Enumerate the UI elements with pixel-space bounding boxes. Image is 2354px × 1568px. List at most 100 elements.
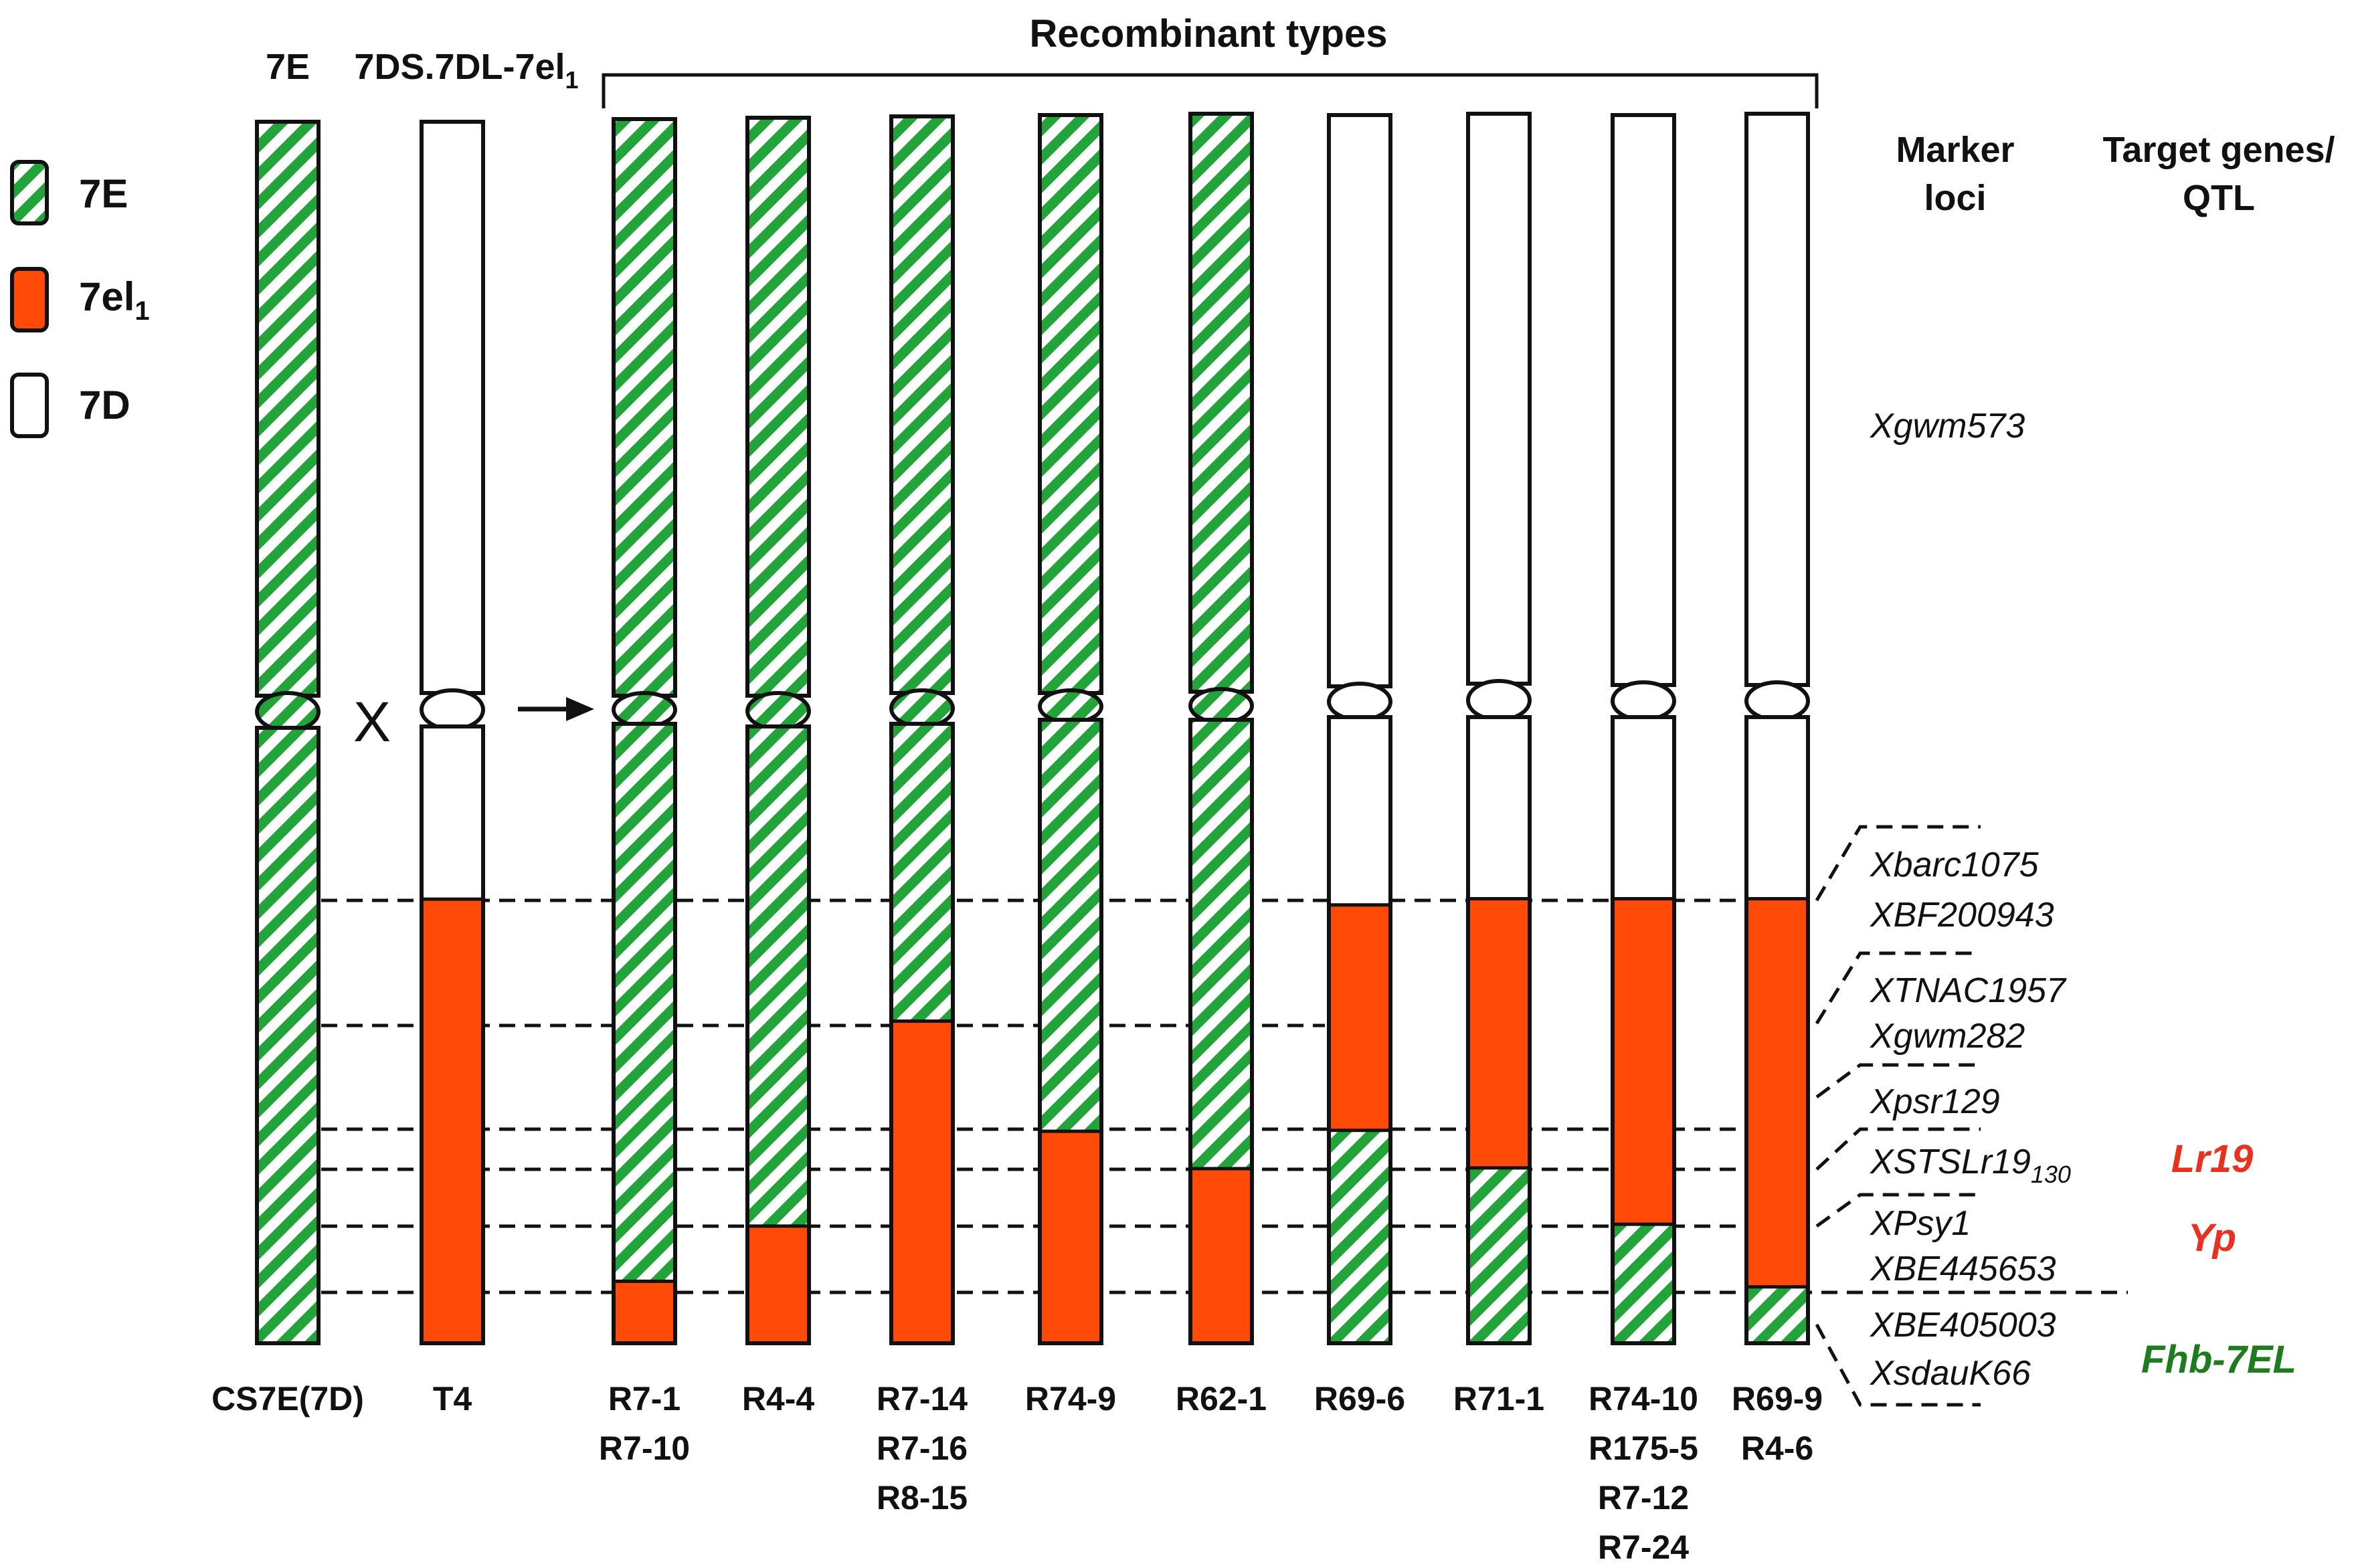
legend-label-7el1: 7el1: [79, 274, 150, 326]
cross-symbol: X: [353, 690, 391, 753]
marker-xtnac1957: XTNAC1957: [1870, 971, 2067, 1010]
long-arm-segment-hatch: [1613, 1224, 1674, 1343]
centromere: [1188, 687, 1254, 724]
recombinant-bracket: [602, 73, 1819, 108]
legend-swatch-7el1: [10, 267, 49, 332]
long-arm-segment-hatch: [614, 724, 675, 1282]
chromosome-label: R8-15: [877, 1479, 968, 1516]
long-arm-outline: [255, 726, 321, 1345]
chromosome-cs7e-7d-: CS7E(7D): [211, 120, 364, 1417]
long-arm-outline: [1611, 715, 1676, 1345]
long-arm-segment-red: [1468, 898, 1530, 1168]
target-header-line1: Target genes/: [2102, 130, 2335, 170]
centromere: [1611, 680, 1676, 722]
long-arm-segment-white: [1329, 717, 1390, 905]
long-arm-segment-red: [422, 899, 483, 1343]
marker-header-line2: loci: [1924, 178, 1986, 218]
chromosome-label: R7-16: [877, 1430, 968, 1467]
target-header-line2: QTL: [2183, 178, 2255, 218]
short-arm: [1466, 112, 1532, 686]
long-arm-segment-hatch: [1468, 1167, 1530, 1343]
chromosome-label: R69-6: [1314, 1380, 1405, 1417]
chromosome-r74-10: R74-10 R175-5 R7-12 R7-24: [1589, 113, 1698, 1566]
long-arm-segment-hatch: [891, 724, 953, 1021]
chromosome-r7-1: R7-1 R7-10: [599, 117, 690, 1467]
long-arm-segment-red: [1329, 904, 1390, 1131]
long-arm-outline: [1327, 715, 1392, 1345]
long-arm-segment-red: [1746, 898, 1808, 1287]
long-arm-segment-hatch: [1190, 720, 1252, 1169]
long-arm-outline: [1188, 718, 1254, 1345]
short-arm: [1038, 113, 1103, 695]
short-arm: [745, 116, 811, 698]
marker-xstslr19: XSTSLr19130: [1870, 1143, 2071, 1188]
long-arm-segment-white: [1613, 717, 1674, 899]
legend-item-7e: 7E: [10, 160, 128, 225]
short-arm: [612, 117, 677, 698]
long-arm-segment-white: [422, 726, 483, 900]
chromosome-label: R69-9: [1732, 1380, 1823, 1417]
marker-xpsr129: Xpsr129: [1870, 1082, 2000, 1121]
legend-label-7e: 7E: [79, 171, 128, 216]
target-lr19: Lr19: [2171, 1137, 2254, 1181]
centromere: [1038, 688, 1103, 724]
long-arm-segment-hatch: [1746, 1286, 1808, 1343]
marker-xbf200943: XBF200943: [1870, 896, 2054, 935]
short-arm: [1327, 113, 1392, 688]
long-arm-segment-red: [1040, 1131, 1101, 1343]
chromosome-label: R7-24: [1598, 1529, 1689, 1566]
long-arm-segment-red: [1190, 1169, 1252, 1343]
chromosome-label: R7-1: [608, 1380, 681, 1417]
chromosome-r62-1: R62-1: [1176, 112, 1267, 1417]
marker-header-line1: Marker: [1896, 130, 2014, 170]
long-arm-segment-hatch: [257, 728, 319, 1343]
short-arm: [420, 120, 485, 695]
long-arm-outline: [1038, 718, 1103, 1345]
chromosome-label: R74-10: [1589, 1380, 1698, 1417]
legend-label-7d: 7D: [79, 383, 130, 427]
marker-xbarc1075: Xbarc1075: [1870, 846, 2040, 884]
chromosome-label: R62-1: [1176, 1380, 1267, 1417]
chromosome-t4: T4: [420, 120, 485, 1417]
centromere: [1744, 680, 1810, 722]
marker-loci: Xgwm573 Xbarc1075 XBF200943 XTNAC1957 Xg…: [1870, 407, 2071, 1393]
marker-xgwm282: Xgwm282: [1870, 1017, 2025, 1056]
chromosome-r4-4: R4-4: [742, 116, 814, 1417]
centromere: [1466, 679, 1532, 722]
long-arm-outline: [420, 724, 485, 1345]
arrow-icon: [518, 697, 594, 721]
chromosome-r74-9: R74-9: [1025, 113, 1116, 1417]
long-arm-outline: [612, 722, 677, 1345]
chromosome-r7-14: R7-14 R7-16 R8-15: [877, 114, 968, 1516]
chromosome-label: R175-5: [1589, 1430, 1698, 1467]
legend-swatch-7e: [10, 160, 49, 225]
centromere: [612, 691, 677, 728]
chromosome-r71-1: R71-1: [1453, 112, 1544, 1417]
short-arm: [255, 120, 321, 698]
short-arm: [889, 114, 955, 695]
chromosome-label: R7-12: [1598, 1479, 1689, 1516]
centromere: [420, 688, 485, 731]
centromere: [745, 691, 811, 731]
short-arm: [1188, 112, 1254, 694]
long-arm-segment-red: [747, 1226, 809, 1343]
long-arm-segment-white: [1468, 717, 1530, 899]
long-arm-segment-white: [1746, 717, 1808, 899]
long-arm-segment-red: [614, 1281, 675, 1343]
marker-xgwm573: Xgwm573: [1870, 407, 2025, 446]
long-arm-outline: [1744, 715, 1810, 1345]
chromosome-label: R4-6: [1741, 1430, 1813, 1467]
long-arm-segment-hatch: [1040, 720, 1101, 1132]
long-arm-segment-red: [1613, 898, 1674, 1225]
centromere: [255, 691, 321, 732]
parent-t4-label: 7DS.7DL-7el1: [354, 47, 578, 94]
chromosome-label: R74-9: [1025, 1380, 1116, 1417]
long-arm-segment-hatch: [1329, 1130, 1390, 1343]
chromosome-label: R7-14: [877, 1380, 968, 1417]
target-fhb-7el: Fhb-7EL: [2141, 1338, 2296, 1381]
marker-xpsy1: XPsy1: [1870, 1204, 1971, 1243]
chromosome-label: CS7E(7D): [211, 1380, 364, 1417]
chromosome-r69-6: R69-6: [1314, 113, 1405, 1417]
